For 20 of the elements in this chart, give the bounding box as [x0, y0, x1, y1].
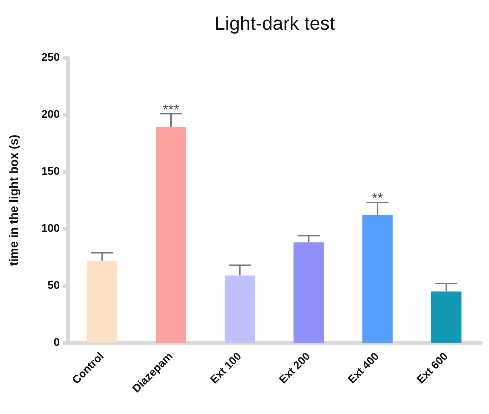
- x-tick-label: Ext 400: [346, 350, 382, 386]
- y-tick-label: 0: [54, 337, 60, 349]
- x-tick-label: Ext 600: [415, 350, 451, 386]
- annotation: ***: [163, 101, 180, 118]
- bar: [431, 292, 462, 343]
- y-tick-label: 200: [42, 109, 60, 121]
- annotation: **: [372, 190, 384, 206]
- y-tick-label: 150: [42, 166, 60, 178]
- x-tick-label: Ext 200: [277, 350, 314, 386]
- y-tick-label: 250: [42, 52, 60, 64]
- bar: [224, 276, 256, 343]
- bar: [87, 260, 118, 343]
- bar: [156, 128, 186, 343]
- y-axis-title: time in the light box (s): [7, 134, 21, 266]
- y-tick-label: 100: [42, 223, 60, 235]
- bar: [294, 242, 324, 343]
- bar: [362, 215, 393, 343]
- x-tick-label: Ext 100: [208, 350, 244, 386]
- chart-title: Light-dark test: [214, 14, 336, 35]
- y-tick-label: 50: [48, 280, 60, 292]
